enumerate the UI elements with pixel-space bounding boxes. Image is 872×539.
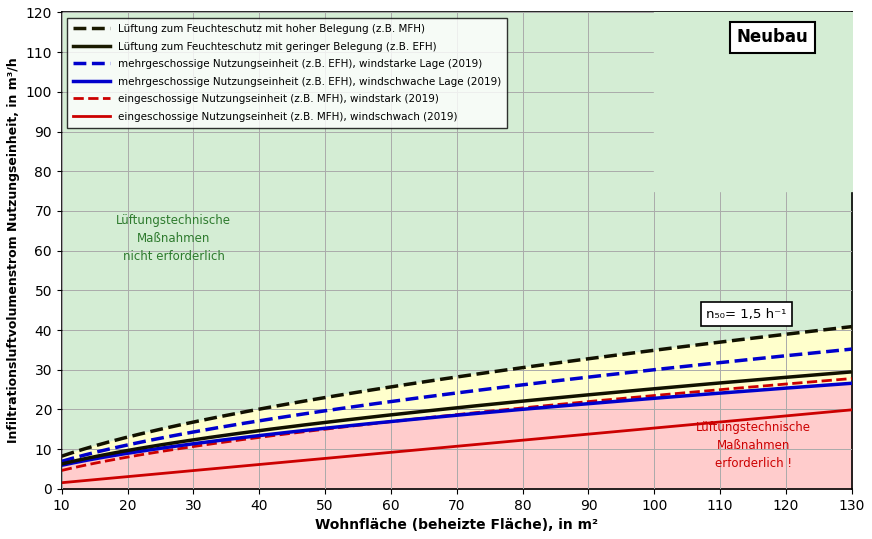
Text: n₅₀= 1,5 h⁻¹: n₅₀= 1,5 h⁻¹ — [706, 308, 787, 321]
Text: Lüftungstechnische
Maßnahmen
nicht erforderlich: Lüftungstechnische Maßnahmen nicht erfor… — [116, 214, 231, 263]
Legend: Lüftung zum Feuchteschutz mit hoher Belegung (z.B. MFH), Lüftung zum Feuchteschu: Lüftung zum Feuchteschutz mit hoher Bele… — [67, 18, 508, 128]
Y-axis label: Infiltrationsluftvolumenstrom Nutzungseinheit, in m³/h: Infiltrationsluftvolumenstrom Nutzungsei… — [7, 58, 20, 444]
Text: Neubau: Neubau — [737, 29, 808, 46]
X-axis label: Wohnfläche (beheizte Fläche), in m²: Wohnfläche (beheizte Fläche), in m² — [316, 518, 598, 532]
Text: Lüftungstechnische
Maßnahmen
erforderlich !: Lüftungstechnische Maßnahmen erforderlic… — [696, 420, 811, 469]
